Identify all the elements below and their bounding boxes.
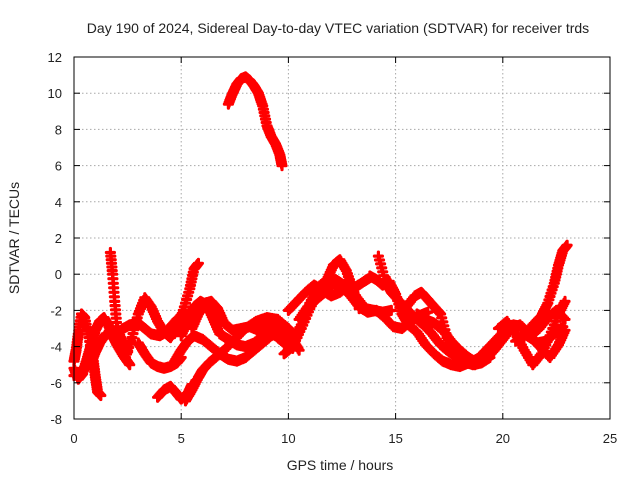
series-markers bbox=[186, 295, 305, 356]
x-tick-label: 20 bbox=[496, 431, 510, 446]
x-tick-label: 10 bbox=[281, 431, 295, 446]
y-tick-label: 4 bbox=[55, 195, 62, 210]
y-tick-label: 8 bbox=[55, 122, 62, 137]
y-tick-label: 12 bbox=[48, 50, 62, 65]
data-series bbox=[68, 71, 573, 407]
series-track-4 bbox=[104, 246, 134, 358]
x-tick-label: 15 bbox=[388, 431, 402, 446]
axis-ticks: 0 5 10 15 20 25 -8 -6 -4 -2 0 2 4 6 8 10 12 bbox=[48, 50, 618, 446]
series-track-24 bbox=[510, 324, 571, 364]
y-tick-label: -6 bbox=[50, 376, 62, 391]
x-tick-label: 0 bbox=[70, 431, 77, 446]
y-tick-label: 10 bbox=[48, 86, 62, 101]
y-tick-label: -2 bbox=[50, 303, 62, 318]
y-tick-label: -4 bbox=[50, 340, 62, 355]
series-markers bbox=[510, 324, 571, 364]
y-tick-label: 0 bbox=[55, 267, 62, 282]
series-track-5 bbox=[119, 257, 204, 364]
x-axis-label: GPS time / hours bbox=[287, 457, 394, 473]
series-markers bbox=[104, 246, 134, 358]
chart-title: Day 190 of 2024, Sidereal Day-to-day VTE… bbox=[87, 20, 589, 36]
y-axis-label: SDTVAR / TECUs bbox=[6, 182, 22, 294]
y-tick-label: -8 bbox=[50, 412, 62, 427]
series-track-12 bbox=[222, 71, 288, 172]
x-tick-label: 25 bbox=[603, 431, 617, 446]
series-track-11 bbox=[186, 295, 305, 356]
series-markers bbox=[222, 71, 288, 172]
series-markers bbox=[119, 257, 204, 364]
y-tick-label: 6 bbox=[55, 159, 62, 174]
x-tick-label: 5 bbox=[178, 431, 185, 446]
y-tick-label: 2 bbox=[55, 231, 62, 246]
